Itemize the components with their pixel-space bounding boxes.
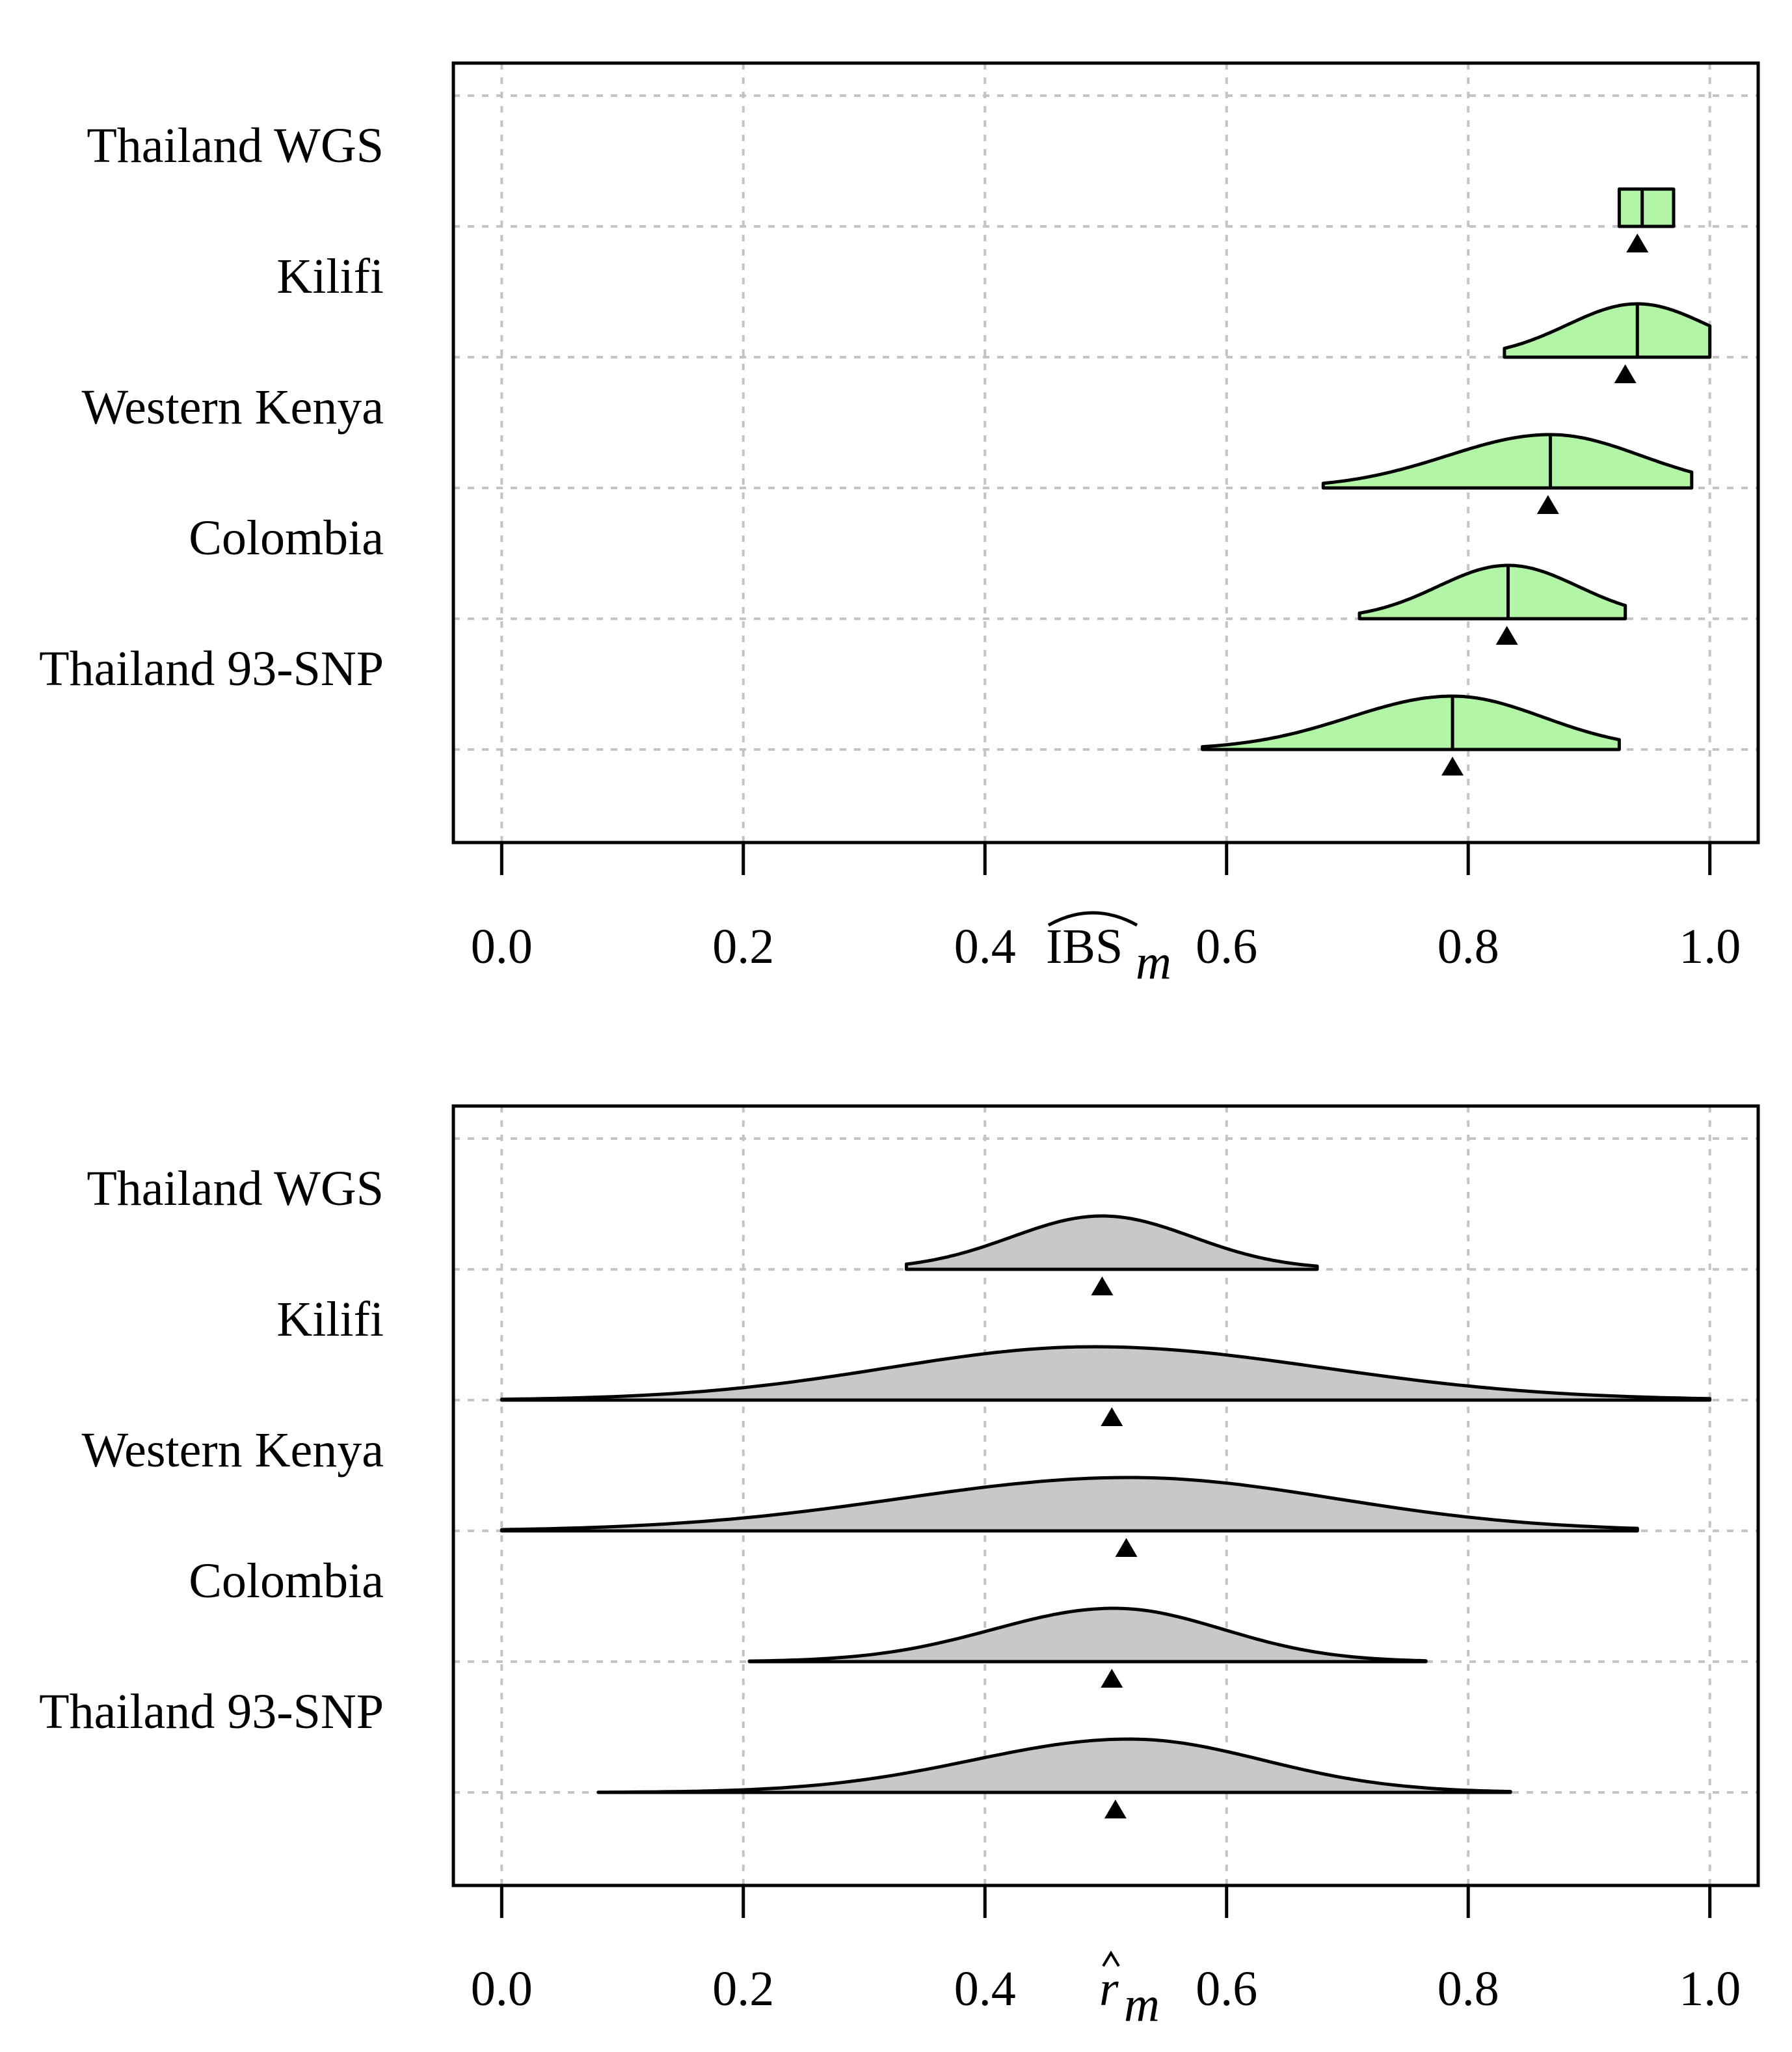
row-label: Thailand 93-SNP xyxy=(39,641,384,696)
violin-1 xyxy=(1617,187,1676,228)
row-label: Kilifi xyxy=(276,249,384,304)
plot-frame xyxy=(451,1104,1760,1887)
x-tick-label: 0.8 xyxy=(1438,919,1499,974)
row-label: Colombia xyxy=(189,1554,384,1608)
violin-5 xyxy=(1201,694,1621,751)
violin-4 xyxy=(747,1606,1428,1664)
violin-2 xyxy=(1503,302,1712,359)
mean-marker-1 xyxy=(1091,1276,1114,1295)
violin-3 xyxy=(1321,433,1694,490)
x-tick-label: 0.4 xyxy=(954,1962,1016,2016)
violin-4 xyxy=(1357,563,1627,621)
x-tick-label: 0.6 xyxy=(1196,919,1257,974)
x-tick-label: 0.0 xyxy=(471,1962,533,2016)
x-axis-label-main: IBS xyxy=(1046,919,1123,974)
row-label: Thailand WGS xyxy=(87,118,384,173)
x-tick-label: 0.6 xyxy=(1196,1962,1257,2016)
x-tick-label: 0.0 xyxy=(471,919,533,974)
mean-marker-5 xyxy=(1104,1800,1127,1818)
x-tick-label: 0.2 xyxy=(712,1962,774,2016)
x-tick-label: 0.2 xyxy=(712,919,774,974)
mean-marker-3 xyxy=(1115,1538,1138,1557)
row-label: Western Kenya xyxy=(82,380,384,435)
x-tick-label: 0.8 xyxy=(1438,1962,1499,2016)
row-label: Colombia xyxy=(189,511,384,565)
x-axis-label-subscript: m xyxy=(1124,1977,1160,2032)
chart-panel-1: Thailand WGS Kilifi Western Kenya Colombia T… xyxy=(39,61,1760,990)
violin-3 xyxy=(500,1476,1639,1533)
mean-marker-2 xyxy=(1614,364,1637,383)
row-label: Thailand WGS xyxy=(87,1161,384,1216)
plot-frame xyxy=(451,61,1760,844)
mean-marker-3 xyxy=(1536,495,1559,514)
x-axis-label: IBS m xyxy=(1046,911,1171,990)
mean-marker-4 xyxy=(1101,1669,1123,1688)
x-axis-label-subscript: m xyxy=(1136,935,1171,990)
chart-panel-2: Thailand WGS Kilifi Western Kenya Colombia T… xyxy=(39,1104,1760,2032)
violin-1 xyxy=(905,1214,1319,1271)
axis-label-accent xyxy=(1102,1951,1120,1967)
violin-5 xyxy=(596,1737,1512,1794)
x-tick-label: 1.0 xyxy=(1679,919,1741,974)
mean-marker-5 xyxy=(1441,757,1464,776)
x-tick-label: 1.0 xyxy=(1679,1962,1741,2016)
mean-marker-2 xyxy=(1101,1407,1123,1426)
x-axis-label-main: r xyxy=(1099,1962,1119,2016)
row-label: Kilifi xyxy=(276,1292,384,1347)
x-tick-label: 0.4 xyxy=(954,919,1016,974)
axis-label-accent xyxy=(1047,911,1138,927)
mean-marker-1 xyxy=(1626,234,1649,252)
violin-2 xyxy=(500,1345,1712,1402)
row-label: Thailand 93-SNP xyxy=(39,1684,384,1739)
mean-marker-4 xyxy=(1495,626,1518,645)
row-label: Western Kenya xyxy=(82,1423,384,1478)
